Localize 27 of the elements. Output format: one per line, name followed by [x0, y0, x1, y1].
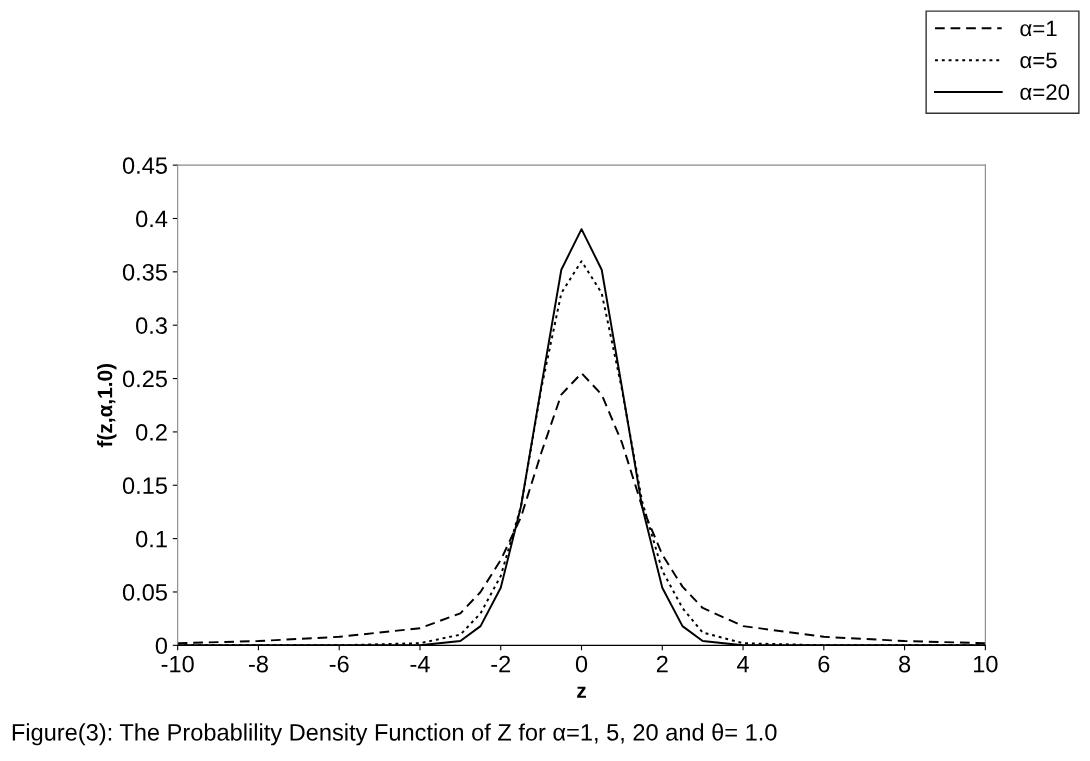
- x-tick-label: -10: [161, 655, 194, 673]
- x-tick-label: 2: [656, 655, 668, 673]
- y-tick-label: 0.35: [122, 263, 167, 281]
- text: Figure(3): The Probablility Density Function of Z for α=1, 5, 20 and θ= 1.0: [12, 723, 777, 746]
- x-tick-label: -8: [248, 655, 268, 673]
- y-tick-label: 0: [155, 637, 168, 655]
- y-tick-label: 0.3: [136, 317, 167, 334]
- legend-label: α=20: [1020, 84, 1070, 100]
- y-tick-label: 0.15: [122, 477, 167, 495]
- x-tick-label: 0: [575, 655, 588, 673]
- x-tick-label: 4: [737, 655, 749, 673]
- x-tick-label: 8: [899, 655, 911, 673]
- x-axis-title: z: [577, 686, 586, 698]
- legend-label: α=1: [1020, 20, 1057, 37]
- y-tick-label: 0.45: [122, 157, 167, 174]
- x-tick-label: -2: [491, 655, 511, 673]
- y-tick-label: 0.25: [122, 370, 167, 388]
- x-tick-label: -4: [410, 655, 430, 673]
- y-axis-title: f(z,α,1.0): [97, 363, 117, 448]
- x-tick-label: 6: [818, 655, 830, 673]
- y-tick-label: 0.2: [136, 423, 167, 441]
- x-tick-label: -6: [329, 655, 349, 673]
- y-tick-label: 0.4: [136, 210, 168, 228]
- x-tick-label: 10: [974, 655, 998, 673]
- legend-label: α=5: [1020, 52, 1057, 69]
- y-tick-label: 0.1: [136, 530, 167, 548]
- y-tick-label: 0.05: [122, 584, 167, 601]
